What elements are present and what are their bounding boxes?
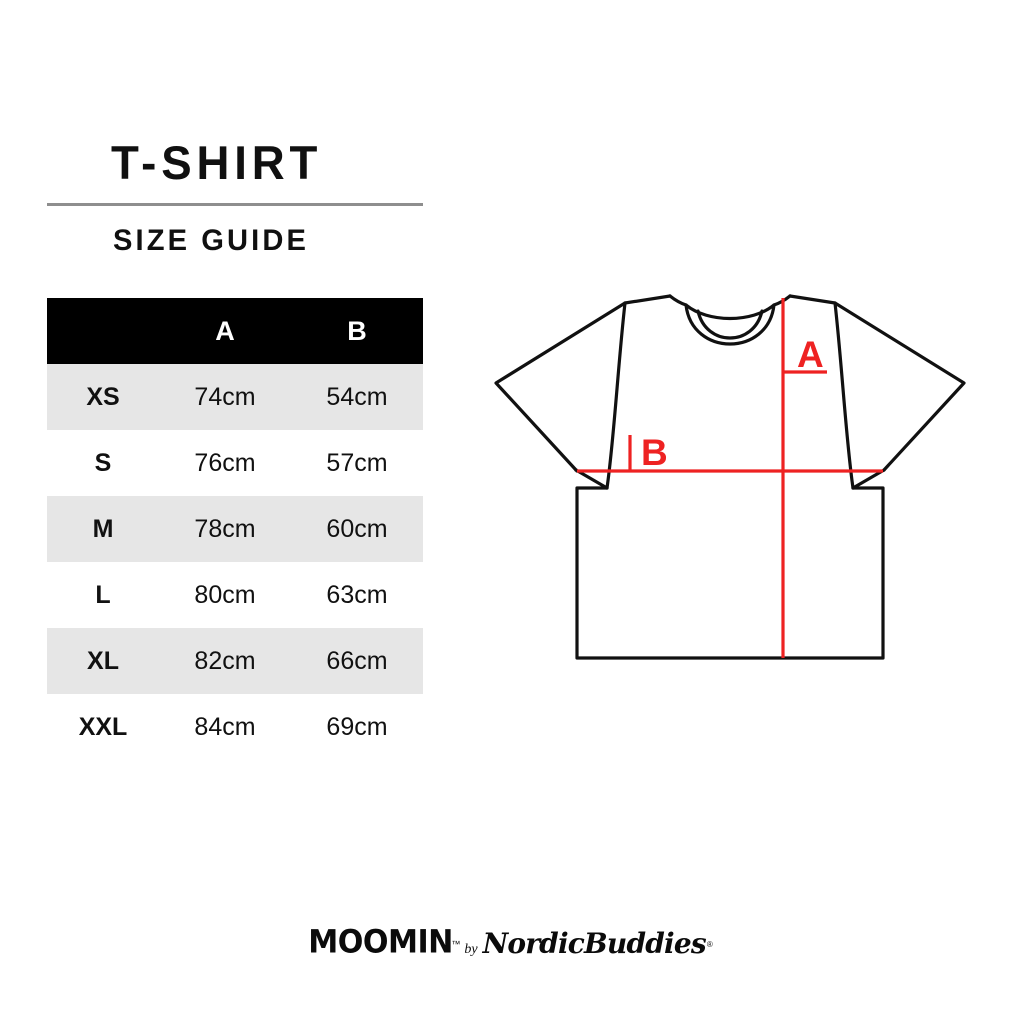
table-row: M 78cm 60cm [47, 496, 423, 562]
cell-size: XS [86, 382, 120, 411]
size-guide-header: T-SHIRT SIZE GUIDE [47, 138, 423, 258]
table-row: S 76cm 57cm [47, 430, 423, 496]
cell-measure-b: 66cm [326, 646, 388, 675]
title-divider [47, 203, 423, 207]
brand-logo: MOOMIN™ by NordicBuddies® [0, 922, 1024, 960]
measure-label-a: A [797, 334, 824, 375]
cell-measure-b: 69cm [326, 712, 388, 741]
cell-measure-a: 82cm [194, 646, 256, 675]
column-header-a: A [215, 315, 235, 346]
column-header-b: B [347, 315, 367, 346]
cell-measure-a: 84cm [194, 712, 256, 741]
cell-measure-a: 80cm [194, 580, 256, 609]
page-subtitle: SIZE GUIDE [113, 224, 309, 258]
trademark-symbol: ™ [451, 938, 461, 949]
column-header-size [47, 298, 159, 364]
measurement-lines [577, 298, 883, 658]
cell-measure-b: 57cm [326, 448, 388, 477]
cell-size: S [94, 448, 112, 477]
cell-measure-b: 63cm [326, 580, 388, 609]
shirt-outline-icon [494, 294, 966, 660]
table-header: A B [47, 298, 423, 364]
cell-measure-b: 54cm [326, 382, 388, 411]
cell-size: M [92, 514, 114, 543]
table-row: XL 82cm 66cm [47, 628, 423, 694]
measure-label-b: B [641, 432, 668, 473]
table-row: XXL 84cm 69cm [47, 694, 423, 760]
cell-size: XL [87, 646, 119, 675]
cell-measure-a: 78cm [194, 514, 256, 543]
cell-size: L [95, 580, 111, 609]
cell-measure-a: 74cm [194, 382, 256, 411]
page-title: T-SHIRT [111, 136, 323, 189]
table-body: XS 74cm 54cm S 76cm 57cm M 78cm 60cm L 8… [47, 364, 423, 760]
table-row: XS 74cm 54cm [47, 364, 423, 430]
registered-symbol: ® [706, 939, 713, 949]
table-header-row: A B [47, 298, 423, 364]
brand-name-moomin: MOOMIN [308, 922, 454, 960]
cell-size: XXL [78, 712, 128, 741]
logo-connector-by: by [464, 942, 478, 957]
size-chart-table: A B XS 74cm 54cm S 76cm 57cm M 78cm 60cm… [47, 298, 423, 760]
brand-name-partner: NordicBuddies [482, 927, 707, 960]
table-row: L 80cm 63cm [47, 562, 423, 628]
t-shirt-diagram: A B [470, 275, 990, 680]
cell-measure-b: 60cm [326, 514, 388, 543]
cell-measure-a: 76cm [194, 448, 256, 477]
